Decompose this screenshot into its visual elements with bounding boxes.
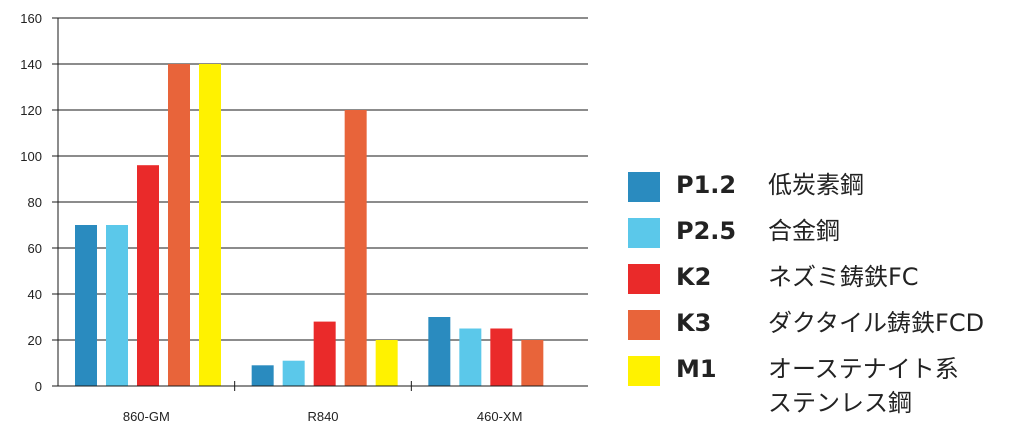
bar-m1-r840: [375, 340, 398, 386]
bar-k3-460-xm: [521, 340, 544, 386]
legend-swatch: [628, 218, 660, 248]
x-tick-label: 460-XM: [477, 409, 523, 424]
y-tick-label: 140: [20, 57, 42, 72]
bar-p2-5-860-gm: [106, 225, 128, 386]
bar-k3-860-gm: [168, 64, 190, 386]
bar-m1-860-gm: [199, 64, 221, 386]
legend-name: 合金鋼: [768, 217, 840, 245]
bar-p2-5-460-xm: [459, 328, 482, 386]
legend-code: P2.5: [676, 217, 737, 245]
y-tick-label: 60: [28, 241, 42, 256]
legend-swatch: [628, 310, 660, 340]
legend-swatch: [628, 356, 660, 386]
y-tick-label: 80: [28, 195, 42, 210]
legend-name: ネズミ鋳鉄FC: [768, 263, 919, 291]
legend-swatch: [628, 264, 660, 294]
y-tick-label: 20: [28, 333, 42, 348]
x-tick-labels: 860-GM R840 460-XM: [123, 409, 523, 424]
y-tick-label: 160: [20, 11, 42, 26]
bar-k2-460-xm: [490, 328, 513, 386]
bars: [75, 64, 544, 386]
y-tick-labels: 0 20 40 60 80 100 120 140 160: [20, 11, 58, 394]
bar-p1-2-860-gm: [75, 225, 97, 386]
legend-code: P1.2: [676, 171, 737, 199]
legend-name: ダクタイル鋳鉄FCD: [768, 309, 985, 337]
bar-k2-r840: [313, 321, 336, 386]
legend-name: オーステナイト系 ステンレス鋼: [768, 355, 959, 417]
legend-code: M1: [676, 355, 717, 383]
bar-p1-2-r840: [251, 365, 274, 386]
x-tick-label: R840: [307, 409, 338, 424]
x-tick-label: 860-GM: [123, 409, 170, 424]
bar-k3-r840: [344, 110, 367, 386]
y-tick-label: 0: [35, 379, 42, 394]
y-tick-label: 120: [20, 103, 42, 118]
legend-name: 低炭素鋼: [768, 171, 864, 199]
legend-code: K2: [676, 263, 712, 291]
y-tick-label: 40: [28, 287, 42, 302]
bar-p1-2-460-xm: [428, 317, 451, 386]
legend-code: K3: [676, 309, 712, 337]
bar-p2-5-r840: [282, 360, 305, 386]
y-tick-label: 100: [20, 149, 42, 164]
legend-swatch: [628, 172, 660, 202]
bar-k2-860-gm: [137, 165, 159, 386]
